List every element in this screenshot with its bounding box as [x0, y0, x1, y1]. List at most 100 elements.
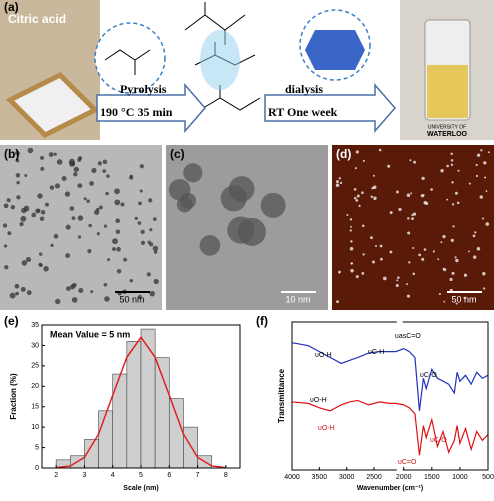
plot-frame [291, 321, 489, 471]
particle [152, 245, 159, 252]
particle [456, 201, 460, 205]
particle [350, 262, 354, 265]
logo: WATERLOO [427, 131, 467, 138]
particle [440, 241, 443, 244]
particle [397, 276, 400, 279]
y-tick-label: 30 [31, 342, 39, 349]
x-tick-label: 2500 [366, 474, 382, 481]
particle [54, 183, 61, 189]
particle [56, 159, 63, 165]
particle [446, 164, 449, 168]
particle [389, 250, 393, 254]
particle [379, 244, 383, 248]
particle [430, 188, 433, 191]
particle [407, 231, 411, 235]
particle [482, 272, 486, 276]
particle [432, 250, 435, 253]
particle [372, 260, 375, 264]
particle [406, 193, 411, 198]
x-tick-label: 2 [54, 472, 58, 479]
panel-label: (a) [4, 0, 19, 14]
particle [485, 222, 490, 226]
particle [228, 176, 255, 202]
particle [335, 180, 339, 184]
step-text: 190 °C 35 min [100, 105, 173, 119]
bar [183, 426, 198, 469]
bar [168, 398, 184, 469]
particle [346, 213, 349, 216]
particle [147, 240, 151, 245]
particle [389, 211, 393, 215]
particle [77, 183, 83, 189]
panel-label: (c) [170, 147, 185, 161]
x-tick-label: 1000 [452, 474, 468, 481]
particle [354, 167, 357, 170]
inset-circle [94, 22, 166, 94]
particle [442, 234, 446, 239]
particle [123, 257, 128, 262]
particle [114, 188, 120, 195]
particle [53, 152, 57, 156]
panel-label: (d) [336, 147, 351, 161]
x-axis-label: Wavenumber (cm⁻¹) [357, 485, 423, 492]
particle [373, 196, 377, 201]
particle [77, 235, 82, 239]
particle [6, 198, 11, 203]
particle [16, 180, 20, 185]
x-tick-label: 8 [224, 472, 228, 479]
particle [69, 206, 75, 211]
particle [479, 195, 483, 199]
particle [139, 189, 143, 193]
scale-bar-label: 50 nm [119, 294, 144, 304]
particle [338, 271, 341, 274]
particle [102, 159, 108, 165]
particle [361, 224, 365, 228]
micrograph [0, 145, 162, 310]
particle [362, 159, 365, 162]
particle [120, 202, 125, 207]
particle [468, 182, 471, 185]
particle [455, 302, 458, 305]
particle [112, 238, 118, 245]
particle [153, 250, 158, 254]
particle [463, 296, 466, 300]
y-tick-label: 25 [31, 363, 39, 370]
particle [487, 151, 490, 154]
particle [454, 256, 457, 259]
particle [116, 269, 122, 274]
bar [126, 341, 142, 469]
particle [412, 272, 416, 276]
particle [38, 252, 43, 256]
x-tick-label: 5 [139, 472, 143, 479]
particle [112, 247, 116, 251]
x-axis-label: Scale (nm) [123, 485, 158, 492]
step-text: RT One week [268, 105, 338, 119]
particle [450, 163, 454, 167]
particle [40, 166, 45, 171]
particle [405, 283, 408, 286]
particle [457, 169, 460, 172]
particle [409, 159, 412, 162]
particle [73, 166, 79, 173]
particle [437, 258, 440, 261]
particle [260, 192, 286, 218]
particle [140, 240, 146, 245]
particle [383, 276, 387, 281]
photo-label: Citric acid [8, 12, 66, 26]
particle [408, 261, 411, 264]
step-text: Pyrolysis [120, 82, 167, 96]
particle [355, 150, 359, 154]
particle [107, 258, 111, 262]
particle [149, 228, 153, 232]
particle [65, 253, 71, 259]
arrow [96, 82, 206, 134]
particle [183, 163, 203, 183]
particle [19, 221, 24, 227]
annotation: υC-H [368, 349, 384, 356]
particle [450, 238, 454, 242]
particle [77, 215, 84, 221]
panel-label: (e) [4, 314, 19, 328]
panel-label: (b) [4, 147, 19, 161]
particle [476, 246, 481, 251]
